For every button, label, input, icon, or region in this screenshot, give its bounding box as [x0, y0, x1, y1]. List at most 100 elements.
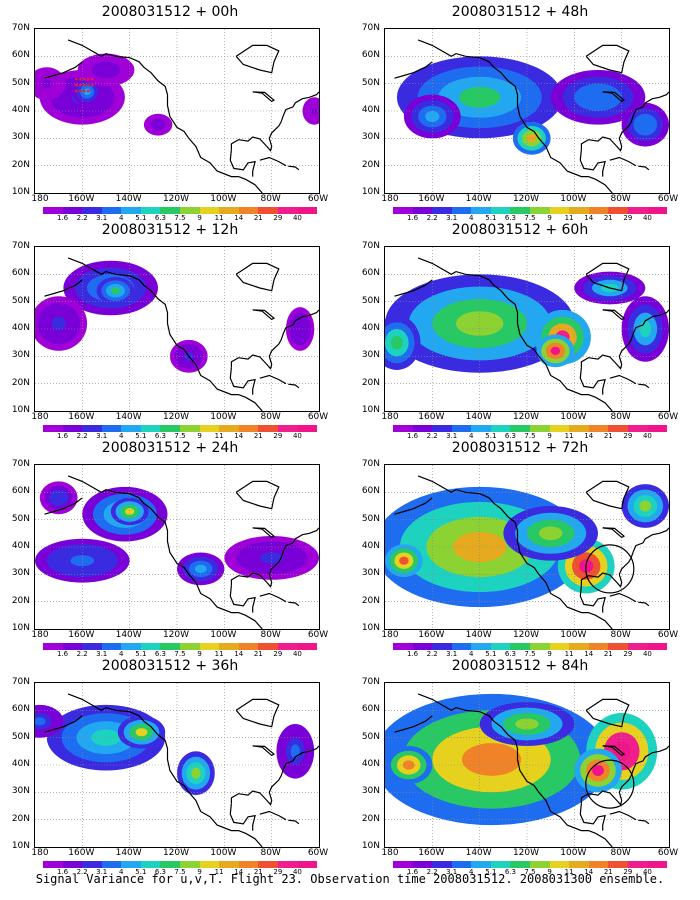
colorbar-swatch [180, 861, 200, 868]
colorbar-swatch [180, 207, 200, 214]
coastline [44, 715, 83, 733]
latitude-label: 70N [11, 459, 30, 469]
latitude-label: 10N [361, 841, 380, 851]
colorbar-swatch [258, 861, 278, 868]
coastline [585, 262, 630, 292]
coastline [288, 601, 300, 607]
colorbar-tick-label: 2.2 [426, 650, 438, 658]
colorbar-swatch [510, 643, 531, 650]
colorbar-tick-label: 9 [197, 432, 202, 440]
coastline [235, 480, 280, 510]
latitude-label: 30N [11, 132, 30, 143]
latitude-label: 20N [361, 813, 380, 824]
longitude-label: 60W [307, 630, 329, 640]
coastline [579, 585, 606, 613]
colorbar-tick-label: 3.1 [96, 868, 108, 876]
flight-observation-point [75, 77, 78, 81]
colorbar-tick-label: 2.2 [76, 214, 88, 222]
colorbar-swatch [297, 425, 318, 432]
colorbar-tick-label: 21 [603, 214, 613, 222]
colorbar-swatch [647, 207, 668, 214]
colorbar [393, 643, 668, 650]
colorbar-swatch [277, 643, 298, 650]
colorbar-tick-label: 3.1 [96, 214, 108, 222]
colorbar-tick-label: 14 [234, 214, 244, 222]
colorbar-tick-label: 6.3 [504, 650, 516, 658]
colorbar-tick-label: 14 [234, 432, 244, 440]
colorbar-tick-label: 14 [584, 650, 594, 658]
colorbar-tick-label: 4 [119, 432, 124, 440]
colorbar-labels: 1.6 2.2 3.1 4 5.1 6.3 7.5 9 11 14 21 29 40 [43, 432, 317, 442]
longitude-label: 80W [260, 630, 281, 640]
colorbar-tick-label: 3.1 [446, 650, 458, 658]
variance-contour [135, 728, 148, 737]
colorbar-tick-label: 5.1 [485, 432, 497, 440]
colorbar-swatch [588, 207, 609, 214]
colorbar-swatch [62, 425, 83, 432]
longitude-label: 120W [512, 412, 540, 422]
coastline [417, 39, 613, 193]
colorbar-tick-label: 29 [273, 214, 283, 222]
colorbar [43, 425, 318, 432]
colorbar-tick-label: 40 [292, 868, 302, 876]
latitude-label: 60N [11, 268, 30, 279]
colorbar-swatch [627, 425, 648, 432]
flight-observation-point [87, 77, 90, 81]
coastline [579, 803, 606, 831]
longitude-label: 180 [31, 412, 49, 422]
longitude-label: 80W [610, 412, 631, 422]
colorbar-swatch [43, 207, 63, 214]
colorbar [43, 861, 318, 868]
colorbar-swatch [647, 425, 668, 432]
variance-contour [51, 316, 66, 331]
colorbar-swatch [588, 425, 609, 432]
coastline [235, 44, 280, 74]
coastline [609, 810, 637, 821]
longitude-label: 140W [465, 412, 492, 422]
latitude-label: 40N [11, 759, 30, 769]
latitude-label: 60N [361, 486, 380, 497]
colorbar-tick-label: 40 [292, 214, 302, 222]
variance-contour [639, 119, 652, 131]
panel-title: 2008031512 + 72h [451, 440, 589, 456]
colorbar-swatch [297, 207, 318, 214]
longitude-label: 140W [465, 630, 492, 640]
colorbar-swatch [530, 425, 550, 432]
latitude-label: 10N [11, 841, 30, 851]
longitude-label: 160W [418, 412, 445, 422]
coastline [288, 165, 300, 171]
variance-contour [586, 90, 610, 105]
colorbar-swatch [412, 207, 433, 214]
colorbar-tick-label: 2.2 [76, 868, 88, 876]
coastline [394, 715, 433, 733]
colorbar-swatch [393, 643, 413, 650]
colorbar-swatch [530, 207, 550, 214]
colorbar [393, 207, 668, 214]
colorbar-swatch [451, 861, 472, 868]
flight-observation-point [79, 89, 82, 93]
colorbar-tick-label: 6.3 [154, 432, 166, 440]
coastline [252, 91, 276, 103]
colorbar [393, 861, 668, 868]
flight-observation-point [75, 89, 78, 93]
longitude-label: 60W [657, 412, 679, 422]
colorbar-swatch [608, 643, 628, 650]
coastline [579, 367, 606, 395]
colorbar-swatch [647, 643, 668, 650]
colorbar-tick-label: 29 [623, 214, 633, 222]
coastline [580, 309, 669, 370]
colorbar-swatch [549, 643, 570, 650]
longitude-label: 180 [381, 848, 399, 858]
map-area [34, 246, 320, 412]
flight-observation-point [91, 77, 94, 81]
panel-title: 2008031512 + 00h [101, 4, 239, 20]
colorbar-tick-label: 11 [214, 868, 224, 876]
latitude-label: 20N [11, 377, 30, 388]
colorbar-tick-label: 11 [214, 214, 224, 222]
colorbar-swatch [160, 207, 181, 214]
coastline [580, 745, 669, 806]
colorbar-swatch [101, 861, 122, 868]
latitude-label: 30N [361, 786, 380, 797]
longitude-label: 100W [210, 194, 237, 204]
colorbar-tick-label: 9 [547, 868, 552, 876]
